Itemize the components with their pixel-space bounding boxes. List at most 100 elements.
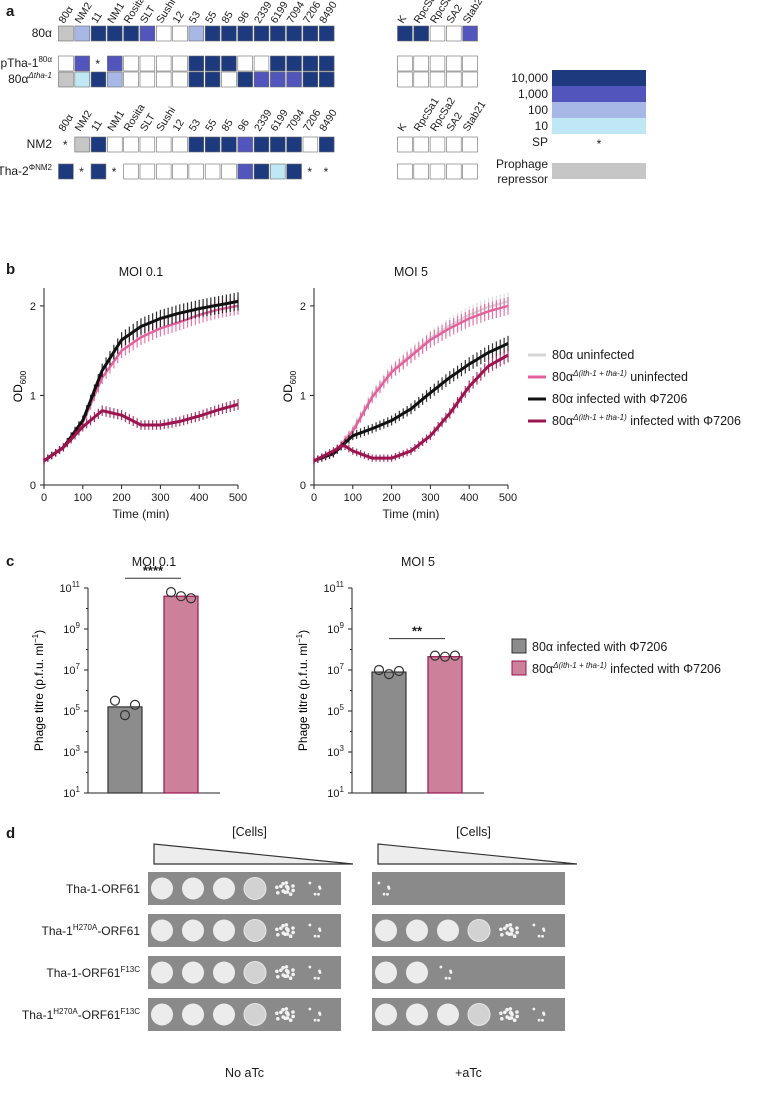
grid-cell: [237, 25, 253, 42]
colony-dot: [515, 926, 519, 930]
y-tick-label: 103: [63, 744, 80, 759]
colony-dot: [284, 926, 289, 931]
grid-cell: [397, 163, 413, 180]
colony-dot: [284, 968, 289, 973]
panel-letter: d: [6, 825, 15, 842]
series-line: [313, 300, 509, 462]
series-line: [313, 304, 509, 462]
phage-header: 85: [219, 117, 235, 133]
strain-label: Tha-1-ORF61F13C: [46, 965, 140, 980]
row-label: pTha-2ΦNM2: [0, 163, 53, 178]
y-tick-label: 1: [30, 390, 36, 402]
condition-label: +aTc: [455, 1066, 482, 1080]
grid-cell: [221, 136, 237, 153]
colony-dot: [317, 1018, 320, 1022]
grid-cell: [156, 136, 172, 153]
grid-cell: [413, 71, 429, 88]
grid-cell: [429, 71, 446, 88]
colony-dot: [275, 1011, 279, 1016]
grid-cell: [462, 136, 478, 153]
colony-dot: [499, 927, 503, 932]
grid-cell: [286, 163, 302, 180]
phage-header: Stab21: [461, 0, 489, 26]
grid-cell: [318, 55, 335, 72]
colony-dot: [288, 892, 293, 897]
strain-label: Tha-1H270A-ORF61F13C: [22, 1007, 140, 1022]
phage-header: 96: [236, 9, 252, 25]
colony-dot: [284, 923, 289, 927]
y-tick-label: 0: [300, 480, 306, 492]
colony-dot: [541, 934, 544, 938]
grid-cell: [188, 136, 204, 153]
plate-strip: [372, 956, 565, 989]
data-point: [175, 591, 187, 602]
colony-spot: [151, 877, 173, 900]
phage-titre-charts: c MOI 0.1 101 103 105 107 109 1011 Phage titre (…: [6, 553, 721, 800]
colony-dot: [318, 927, 321, 931]
x-axis-label: Time (min): [383, 507, 440, 521]
colony-dot: [276, 890, 280, 895]
colony-spot: [243, 919, 267, 942]
grid-cell: [253, 136, 270, 153]
colony-dot: [317, 976, 320, 980]
y-axis-label: Phage titre (p.f.u. ml−1): [31, 630, 46, 751]
grid-cell: [270, 71, 286, 88]
grid-cell: [302, 55, 319, 72]
grid-cell: [462, 71, 478, 88]
colony-dot: [291, 926, 295, 930]
colony-spot: [406, 1003, 428, 1026]
colony-dot: [515, 930, 519, 935]
phage-header: 8490: [317, 107, 340, 133]
grid-cell: [107, 25, 123, 42]
legend-entry: 80αΔ(ith-1 + tha-1) infected with Φ7206: [552, 413, 741, 428]
grid-cell: [318, 25, 335, 42]
phage-header: 8490: [317, 0, 340, 26]
colony-dot: [284, 965, 289, 969]
grid-cell: [123, 25, 139, 42]
sp-asterisk: *: [112, 165, 117, 179]
colony-spot: [437, 1003, 459, 1026]
legend-sp-label: SP: [532, 135, 548, 149]
dilution-triangle: [377, 843, 578, 865]
dilution-triangle: [153, 843, 354, 865]
phage-header: 12: [170, 9, 186, 25]
x-tick-label: 100: [74, 492, 92, 504]
grid-cell: [58, 25, 74, 42]
colony-dot: [275, 969, 279, 974]
colony-spot: [406, 919, 428, 942]
y-tick-label: 109: [327, 621, 344, 636]
colony-dot: [291, 884, 295, 888]
grid-cell: [318, 71, 335, 88]
grid-cell: [188, 55, 204, 72]
colony-spot: [243, 1003, 267, 1026]
grid-cell: [429, 25, 446, 42]
grid-cell: [237, 163, 253, 180]
grid-cell: [302, 71, 319, 88]
y-tick-label: 2: [300, 301, 306, 313]
legend-swatch: [552, 70, 646, 86]
significance-stars: ****: [143, 563, 164, 578]
grid-cell: [172, 71, 188, 88]
panel-letter: b: [6, 261, 15, 278]
grid-cell: [172, 136, 188, 153]
row-label: 80α: [32, 26, 52, 40]
x-tick-label: 200: [382, 492, 400, 504]
grid-cell: [58, 163, 74, 180]
phage-header: 96: [236, 117, 252, 133]
phage-header: 55: [203, 9, 219, 25]
grid-cell: [90, 136, 107, 153]
colony-dot: [281, 923, 285, 928]
grid-cell: [156, 25, 172, 42]
grid-cell: [172, 55, 188, 72]
grid-cell: [286, 55, 302, 72]
colony-dot: [512, 934, 517, 939]
grid-cell: [270, 136, 286, 153]
grid-cell: [253, 55, 270, 72]
phage-header: 11: [89, 118, 105, 134]
colony-spot: [182, 1003, 204, 1026]
grid-cell: [172, 163, 188, 180]
colony-dot: [313, 892, 317, 896]
colony-spot: [243, 877, 267, 900]
colony-dot: [444, 976, 448, 980]
